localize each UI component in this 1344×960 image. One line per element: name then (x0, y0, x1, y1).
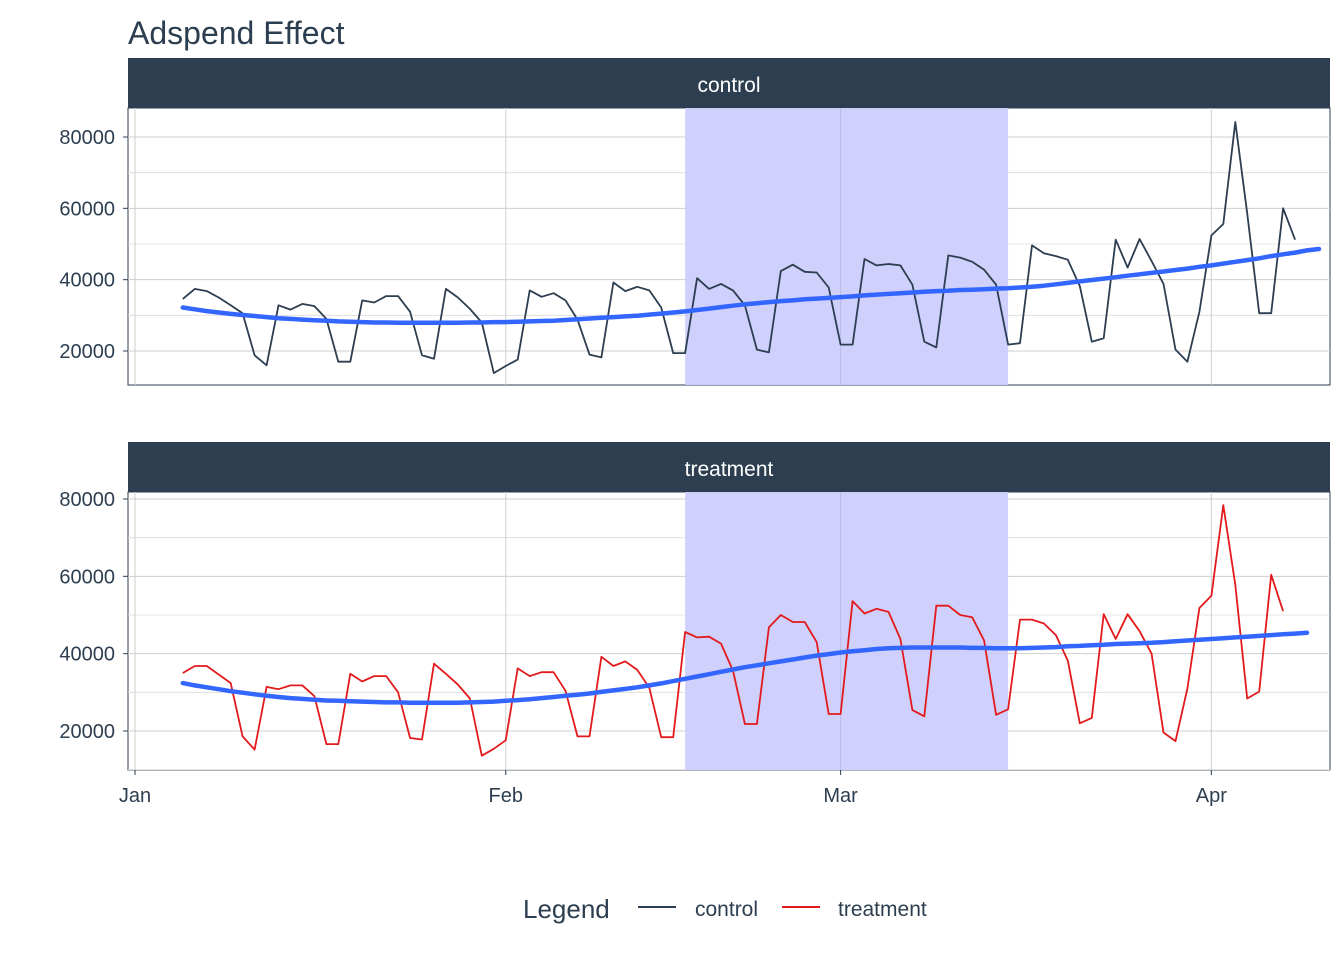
x-tick-label: Apr (1196, 785, 1227, 807)
x-tick-label: Jan (119, 785, 151, 807)
highlight-band (685, 492, 1009, 770)
x-axis: Jan Feb Mar Apr (119, 770, 1227, 807)
legend: Legend control treatment (523, 894, 927, 924)
y-tick-label: 80000 (59, 489, 115, 511)
trend-line-control (180, 246, 1322, 326)
x-tick-label: Mar (823, 785, 858, 807)
strip-label-treatment: treatment (685, 458, 774, 481)
y-tick-label: 80000 (59, 127, 115, 149)
strip-label-control: control (697, 74, 760, 97)
y-tick-label: 20000 (59, 341, 115, 363)
strip-treatment (128, 442, 1330, 492)
y-tick-label: 40000 (59, 644, 115, 666)
panel-control: control 20000 40000 60000 80000 (59, 58, 1331, 386)
chart-title: Adspend Effect (128, 15, 345, 51)
y-tick-label: 40000 (59, 270, 115, 292)
legend-label-control: control (695, 898, 758, 921)
highlight-band (685, 108, 1009, 385)
y-tick-label: 20000 (59, 721, 115, 743)
panel-treatment: treatment 20000 40000 60000 80000 (59, 442, 1331, 771)
x-tick-label: Feb (489, 785, 523, 807)
legend-label-treatment: treatment (838, 898, 927, 921)
strip-control (128, 58, 1330, 108)
y-tick-label: 60000 (59, 198, 115, 220)
facet-panels: control 20000 40000 60000 80000 treatment 2000… (59, 58, 1331, 771)
y-tick-label: 60000 (59, 566, 115, 588)
trend-line-treatment (180, 630, 1310, 706)
legend-title: Legend (523, 894, 610, 924)
series-line-control (182, 121, 1296, 375)
